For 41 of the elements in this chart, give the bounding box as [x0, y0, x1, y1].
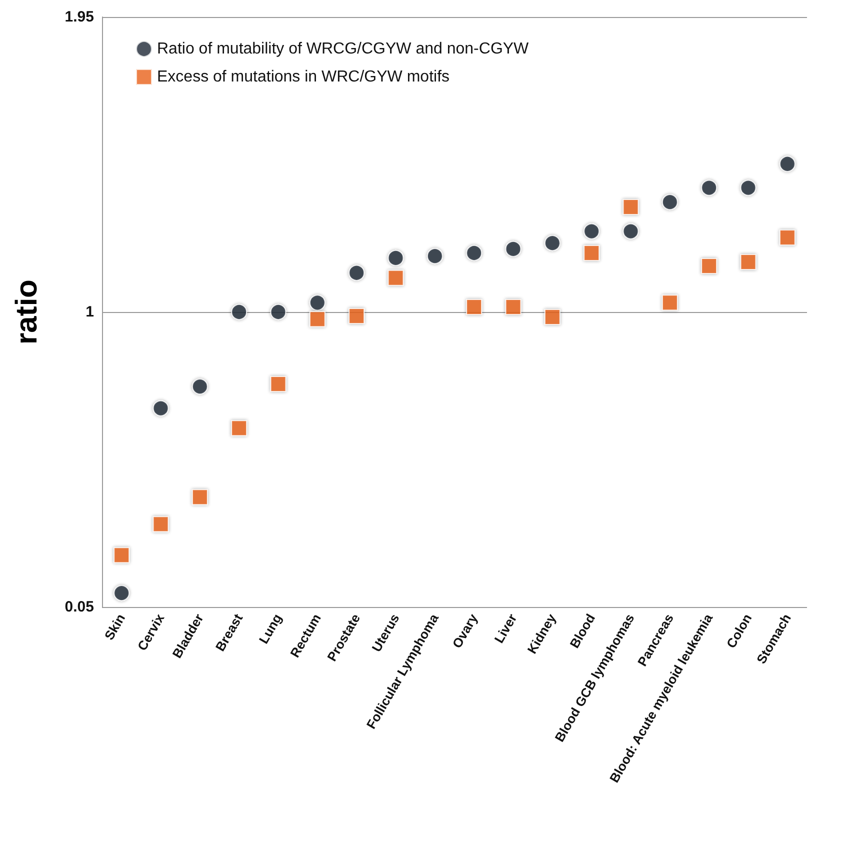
point	[114, 585, 130, 602]
point	[662, 294, 678, 311]
point	[348, 264, 365, 281]
y-tick-label: 0.05	[64, 598, 94, 616]
legend-label: Excess of mutations in WRC/GYW motifs	[157, 68, 450, 86]
point	[466, 299, 482, 316]
point	[622, 199, 639, 216]
point	[309, 294, 326, 311]
point	[662, 194, 678, 210]
point	[701, 180, 718, 196]
point	[152, 516, 169, 532]
point	[192, 489, 208, 506]
point	[270, 304, 286, 320]
legend-label: Ratio of mutability of WRCG/CGYW and non-CGYW	[157, 40, 530, 58]
point	[505, 240, 522, 257]
point	[231, 304, 248, 320]
point	[740, 180, 756, 196]
point	[701, 258, 718, 274]
point	[348, 308, 365, 324]
point	[779, 229, 796, 246]
point	[192, 378, 208, 395]
point	[622, 223, 639, 240]
point	[779, 156, 796, 172]
point	[309, 311, 326, 328]
point	[505, 299, 522, 316]
point	[114, 547, 130, 564]
point	[152, 400, 169, 416]
point	[231, 420, 248, 436]
point	[388, 270, 404, 286]
point	[426, 248, 443, 264]
y-tick-label: 1.95	[64, 8, 94, 26]
point	[270, 376, 286, 392]
y-tick-label: 1	[86, 304, 94, 320]
point	[544, 308, 560, 325]
y-axis-title: ratio	[10, 279, 44, 345]
point	[388, 250, 404, 266]
point	[740, 254, 756, 270]
point	[466, 245, 482, 261]
point	[584, 245, 600, 261]
point	[544, 235, 560, 252]
point	[584, 223, 600, 240]
